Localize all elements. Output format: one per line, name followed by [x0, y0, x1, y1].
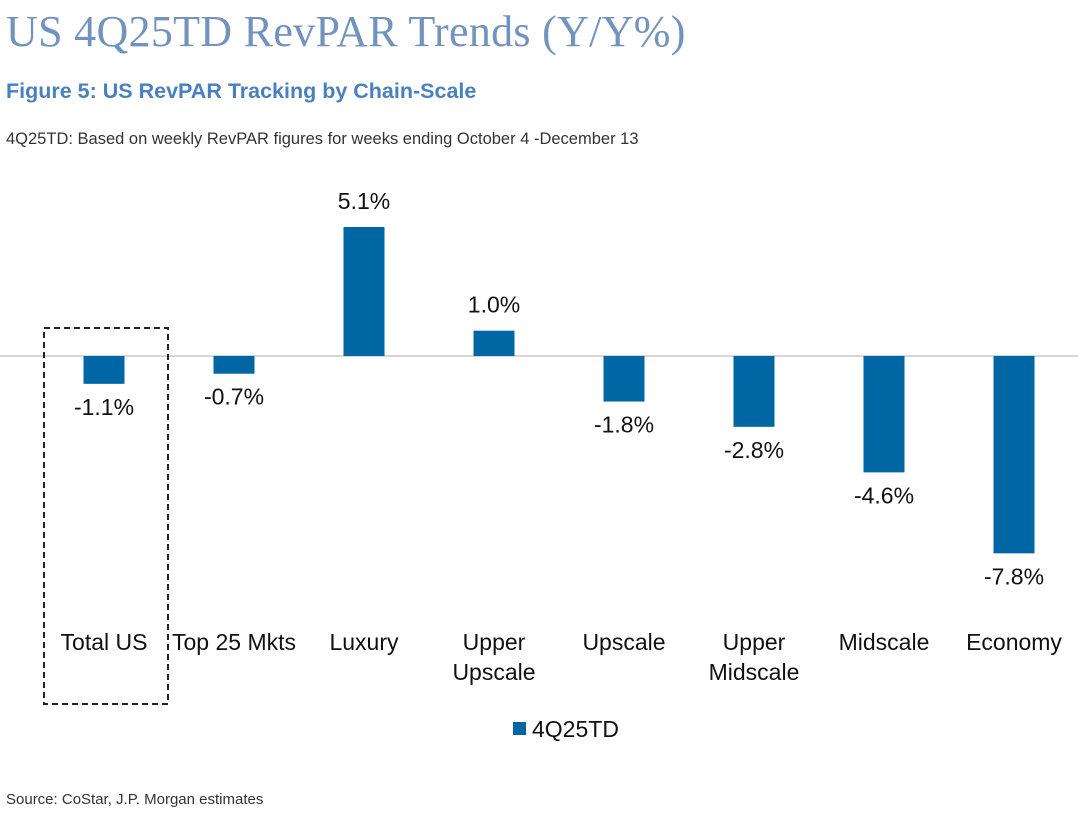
bar: [863, 356, 905, 473]
category-label: Upper: [723, 629, 786, 655]
category-label: Top 25 Mkts: [172, 629, 296, 655]
bar: [603, 356, 645, 402]
data-label: -0.7%: [204, 384, 264, 410]
data-label: -1.1%: [74, 394, 134, 420]
bar: [473, 330, 515, 356]
category-label: Luxury: [329, 629, 399, 655]
figure-title: Figure 5: US RevPAR Tracking by Chain-Sc…: [6, 79, 477, 103]
bar-chart: -1.1% Total US -0.7% Top 25 Mkts 5.1% Luxury 1…: [0, 188, 1078, 742]
category-label: Total US: [61, 629, 148, 655]
category-label: Midscale: [839, 629, 930, 655]
bar: [993, 356, 1035, 554]
page-title: US 4Q25TD RevPAR Trends (Y/Y%): [6, 7, 686, 56]
data-label: -1.8%: [594, 412, 654, 438]
highlight-box: [43, 327, 169, 705]
data-label: -4.6%: [854, 482, 914, 508]
category-label: Economy: [966, 629, 1062, 655]
legend: 4Q25TD: [513, 716, 619, 742]
bar: [213, 356, 255, 374]
data-label: 1.0%: [468, 292, 520, 318]
legend-label: 4Q25TD: [532, 716, 619, 742]
category-label: Upscale: [582, 629, 665, 655]
category-label: Upper: [463, 629, 526, 655]
source-note: Source: CoStar, J.P. Morgan estimates: [6, 791, 264, 808]
chart-subtitle: 4Q25TD: Based on weekly RevPAR figures f…: [6, 130, 639, 148]
bar: [343, 226, 385, 356]
category-label: Midscale: [709, 659, 800, 685]
data-label: 5.1%: [338, 188, 390, 214]
data-label: -7.8%: [984, 563, 1044, 589]
data-label: -2.8%: [724, 437, 784, 463]
bar: [83, 356, 125, 384]
category-label: Upscale: [452, 659, 535, 685]
bar: [733, 356, 775, 427]
legend-swatch: [513, 722, 526, 735]
